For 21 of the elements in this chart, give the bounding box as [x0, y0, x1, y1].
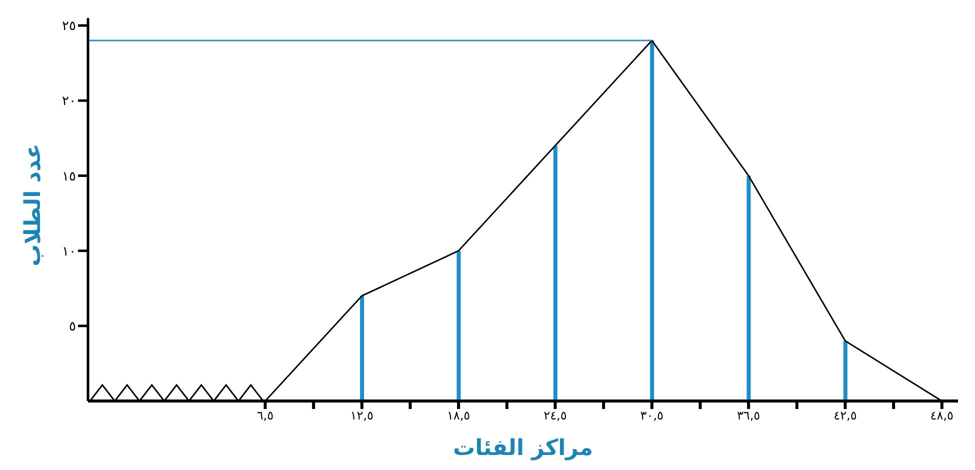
- x-tick-label: ٣٠,٥: [640, 408, 664, 423]
- bar: [650, 40, 654, 401]
- x-tick-label: ٤٢,٥: [834, 408, 857, 423]
- y-tick-label: ١٥: [62, 169, 76, 184]
- bar: [456, 250, 461, 401]
- x-tick-label: ٢٤,٥: [544, 408, 567, 423]
- bar: [746, 176, 751, 401]
- y-axis-title: عدد الطلاب: [20, 142, 47, 268]
- x-axis-title: مراكز الفئات: [452, 435, 594, 463]
- x-tick-label: ٦,٥: [256, 408, 274, 423]
- bar: [553, 146, 558, 401]
- x-tick-label: ١٢,٥: [350, 408, 374, 423]
- x-tick-label: ٤٨,٥: [930, 408, 954, 423]
- x-tick-label: ١٨,٥: [446, 408, 470, 423]
- y-tick-label: ١٠: [62, 244, 76, 260]
- y-tick-label: ٢٠: [62, 94, 76, 110]
- y-tick-label: ٥: [69, 320, 76, 335]
- bar: [360, 296, 364, 401]
- bar: [843, 340, 848, 401]
- x-tick-label: ٣٦,٥: [736, 408, 760, 423]
- y-tick-label: ٢٥: [62, 19, 76, 34]
